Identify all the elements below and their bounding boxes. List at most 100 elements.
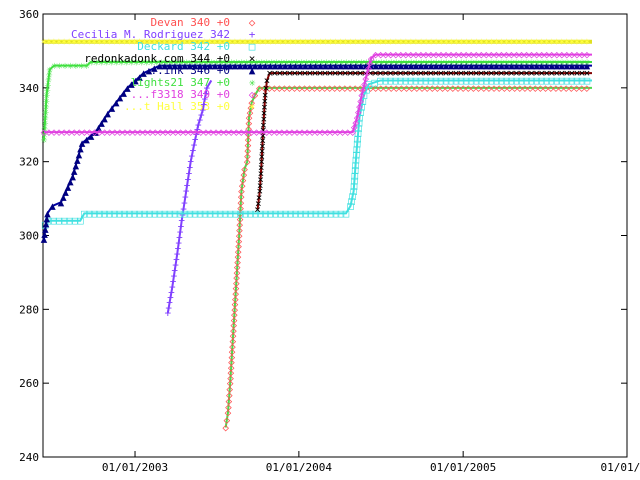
data-point: ✶ bbox=[553, 35, 560, 48]
data-point: × bbox=[266, 67, 273, 80]
data-point: ▲ bbox=[151, 62, 158, 75]
data-point: ✶ bbox=[166, 35, 173, 48]
data-point: ▲ bbox=[513, 59, 520, 72]
data-point: ✳ bbox=[138, 55, 145, 68]
data-point: □ bbox=[352, 164, 359, 177]
data-point: × bbox=[352, 67, 359, 80]
data-point: ✶ bbox=[66, 35, 73, 48]
data-point: ✳ bbox=[223, 55, 230, 68]
data-point: ✶ bbox=[518, 35, 525, 48]
data-point: ✶ bbox=[403, 35, 410, 48]
data-point: ▲ bbox=[388, 59, 395, 72]
data-point: ▲ bbox=[237, 59, 244, 72]
data-point: ▲ bbox=[302, 59, 309, 72]
data-point: □ bbox=[353, 148, 360, 161]
data-point: □ bbox=[222, 207, 229, 220]
data-point: □ bbox=[343, 207, 350, 220]
data-point: ◇ bbox=[286, 81, 293, 94]
data-point: × bbox=[281, 67, 288, 80]
data-point: ◇ bbox=[240, 168, 247, 181]
data-point: ✳ bbox=[118, 55, 125, 68]
data-point: ✶ bbox=[377, 35, 384, 48]
data-point: ◇ bbox=[547, 81, 554, 94]
data-point: ✶ bbox=[317, 35, 324, 48]
data-point: □ bbox=[272, 207, 279, 220]
y-tick-label: 340 bbox=[19, 82, 39, 95]
data-point: ◇ bbox=[101, 126, 108, 139]
data-point: ◇ bbox=[568, 81, 575, 94]
data-point: ✳ bbox=[198, 55, 205, 68]
data-point: ✶ bbox=[186, 35, 193, 48]
data-point: ◇ bbox=[236, 229, 243, 242]
data-point: ✳ bbox=[388, 55, 395, 68]
data-point: ✳ bbox=[193, 55, 200, 68]
data-point: ◇ bbox=[271, 81, 278, 94]
data-point: ◇ bbox=[246, 111, 253, 124]
data-point: □ bbox=[488, 74, 495, 87]
data-point: ✶ bbox=[217, 35, 224, 48]
data-point: ✶ bbox=[574, 35, 581, 48]
data-point: × bbox=[563, 67, 570, 80]
data-point: ◇ bbox=[236, 234, 243, 247]
data-point: ◇ bbox=[324, 126, 331, 139]
data-point: ◇ bbox=[276, 81, 283, 94]
data-point: ✶ bbox=[559, 35, 566, 48]
data-point: ✳ bbox=[67, 59, 74, 72]
data-point: ▲ bbox=[177, 59, 184, 72]
data-point: ▲ bbox=[43, 212, 50, 225]
data-point: ✳ bbox=[584, 55, 591, 68]
data-point: + bbox=[177, 225, 184, 238]
series-2: □□□□□□□□□□□□□□□□□□□□□□□□□□□□□□□□□□□□□□□□… bbox=[42, 74, 592, 231]
data-point: ◇ bbox=[364, 67, 371, 80]
data-point: ✳ bbox=[318, 55, 325, 68]
data-point: ✳ bbox=[123, 55, 130, 68]
data-point: ◇ bbox=[237, 201, 244, 214]
data-point: □ bbox=[111, 207, 118, 220]
data-point: ▲ bbox=[418, 59, 425, 72]
data-point: × bbox=[262, 95, 269, 108]
data-point: ◇ bbox=[225, 406, 232, 419]
data-point: ✳ bbox=[579, 55, 586, 68]
data-point: □ bbox=[553, 74, 560, 87]
data-point: ✳ bbox=[338, 55, 345, 68]
data-point: ✶ bbox=[51, 35, 58, 48]
data-point: ▲ bbox=[146, 64, 153, 77]
data-point: ◇ bbox=[443, 48, 450, 61]
data-point: ◇ bbox=[281, 81, 288, 94]
series-0: ◇◇◇◇◇◇◇◇◇◇◇◇◇◇◇◇◇◇◇◇◇◇◇◇◇◇◇◇◇◇◇◇◇◇◇◇◇◇◇◇… bbox=[222, 81, 592, 434]
data-point: ✳ bbox=[539, 55, 546, 68]
data-point: ✳ bbox=[293, 55, 300, 68]
data-point: ✶ bbox=[508, 35, 515, 48]
data-point: ◇ bbox=[117, 126, 124, 139]
data-point: ✳ bbox=[93, 55, 100, 68]
data-point: ◇ bbox=[291, 81, 298, 94]
data-point: ◇ bbox=[226, 388, 233, 401]
data-point: ◇ bbox=[233, 271, 240, 284]
data-point: ◇ bbox=[231, 308, 238, 321]
data-point: ✳ bbox=[524, 55, 531, 68]
data-point: ◇ bbox=[137, 126, 144, 139]
data-point: × bbox=[528, 67, 535, 80]
data-point: ◇ bbox=[245, 133, 252, 146]
data-point: ✶ bbox=[453, 35, 460, 48]
data-point: □ bbox=[453, 74, 460, 87]
data-point: □ bbox=[212, 207, 219, 220]
data-point: □ bbox=[86, 207, 93, 220]
data-point: ◇ bbox=[579, 48, 586, 61]
data-point: □ bbox=[356, 111, 363, 124]
data-point: ✶ bbox=[176, 35, 183, 48]
data-point: ◇ bbox=[86, 126, 93, 139]
data-point: × bbox=[513, 67, 520, 80]
series-layer: ◇◇◇◇◇◇◇◇◇◇◇◇◇◇◇◇◇◇◇◇◇◇◇◇◇◇◇◇◇◇◇◇◇◇◇◇◇◇◇◇… bbox=[41, 35, 592, 434]
data-point: ▲ bbox=[413, 59, 420, 72]
y-tick-label: 320 bbox=[19, 156, 39, 169]
data-point: ✶ bbox=[61, 35, 68, 48]
data-point: × bbox=[407, 67, 414, 80]
data-point: ◇ bbox=[222, 421, 229, 434]
data-point: ✳ bbox=[233, 55, 240, 68]
data-point: + bbox=[169, 281, 176, 294]
data-point: ◇ bbox=[232, 298, 239, 311]
data-point: ◇ bbox=[61, 126, 68, 139]
